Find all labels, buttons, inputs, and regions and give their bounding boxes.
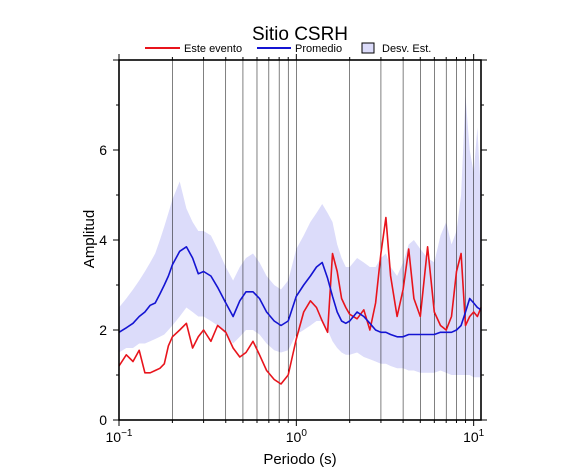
series-line-promedio: [118, 246, 482, 338]
x-tick-label: 100: [286, 428, 308, 445]
y-tick-label: 2: [99, 322, 107, 338]
y-tick-label: 0: [99, 412, 107, 428]
legend-label: Este evento: [184, 43, 242, 55]
legend: Este evento Promedio Desv. Est.: [145, 42, 431, 55]
plot-area: 0 2 4 6 10−1 100 101: [99, 54, 487, 445]
x-axis-label: Periodo (s): [263, 451, 336, 468]
series-line-este-evento: [118, 216, 482, 385]
y-tick-label: 6: [99, 142, 107, 158]
y-axis-label: Amplitud: [81, 210, 98, 268]
legend-label: Promedio: [295, 43, 342, 55]
chart-title: Sitio CSRH: [252, 24, 348, 45]
std-dev-band: [119, 96, 481, 378]
legend-label: Desv. Est.: [382, 43, 431, 55]
legend-swatch: [361, 42, 375, 54]
x-tick-label: 101: [463, 428, 485, 445]
x-tick-label: 10−1: [106, 428, 133, 445]
y-tick-label: 4: [99, 232, 107, 248]
